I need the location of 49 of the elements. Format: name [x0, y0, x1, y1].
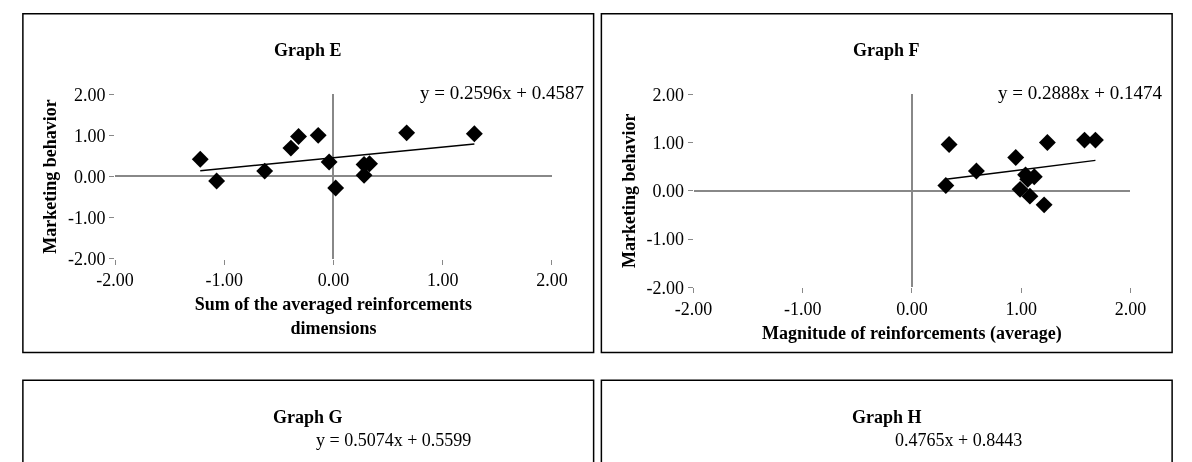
- x-tick-label: -1.00: [784, 299, 822, 320]
- point: [320, 153, 338, 171]
- y-axis-title: Marketing behavior: [40, 99, 61, 254]
- text: Graph H: [852, 407, 922, 427]
- x-axis-title: Sum of the averaged reinforcements dimensions: [194, 294, 473, 338]
- y-tick-label: -1.00: [67, 207, 106, 228]
- point: [327, 179, 345, 197]
- annotation: y = 0.2888x + 0.1474: [998, 82, 1163, 103]
- point: [208, 172, 226, 190]
- x-tick-label: 2.00: [1114, 299, 1147, 320]
- x-tick-label: 1.00: [1005, 299, 1037, 320]
- text: y = 0.5074x + 0.5599: [316, 430, 472, 450]
- y-tick-label: 0.00: [652, 181, 684, 202]
- x-tick-label: 1.00: [426, 270, 459, 291]
- y-tick-label: 2.00: [652, 84, 684, 105]
- point: [256, 162, 274, 180]
- x-tick-label: 0.00: [317, 270, 350, 291]
- text: Graph G: [273, 407, 343, 427]
- point: [1011, 180, 1029, 198]
- y-axis-title: Marketing behavior: [618, 113, 639, 269]
- point: [940, 135, 958, 153]
- x-tick-label: 0.00: [896, 299, 928, 320]
- point: [1021, 187, 1039, 205]
- y-tick-label: -1.00: [646, 229, 684, 250]
- y-tick-label: 2.00: [73, 84, 106, 105]
- y-tick-label: 0.00: [73, 166, 106, 187]
- chart-title: Graph F: [853, 40, 920, 60]
- point: [309, 126, 327, 144]
- point: [967, 162, 985, 180]
- point: [398, 124, 416, 142]
- x-tick-label: -1.00: [205, 270, 244, 291]
- point: [1035, 196, 1053, 214]
- x-tick-label: -2.00: [96, 270, 134, 291]
- y-tick-label: -2.00: [67, 249, 106, 270]
- point: [191, 150, 209, 168]
- text: 0.4765x + 0.8443: [895, 430, 1023, 450]
- point: [290, 128, 307, 146]
- y-tick-label: 1.00: [652, 132, 684, 153]
- annotation: y = 0.2596x + 0.4587: [420, 82, 584, 103]
- chart-title: Graph E: [274, 40, 342, 60]
- point: [1007, 149, 1025, 166]
- x-tick-label: -2.00: [674, 299, 713, 320]
- point: [465, 125, 483, 143]
- point: [937, 177, 955, 194]
- x-axis-title: Magnitude of reinforcements (average): [762, 323, 1062, 345]
- point: [282, 139, 300, 157]
- x-tick-label: 2.00: [536, 270, 568, 291]
- y-tick-label: 1.00: [73, 125, 106, 146]
- point: [1038, 134, 1056, 151]
